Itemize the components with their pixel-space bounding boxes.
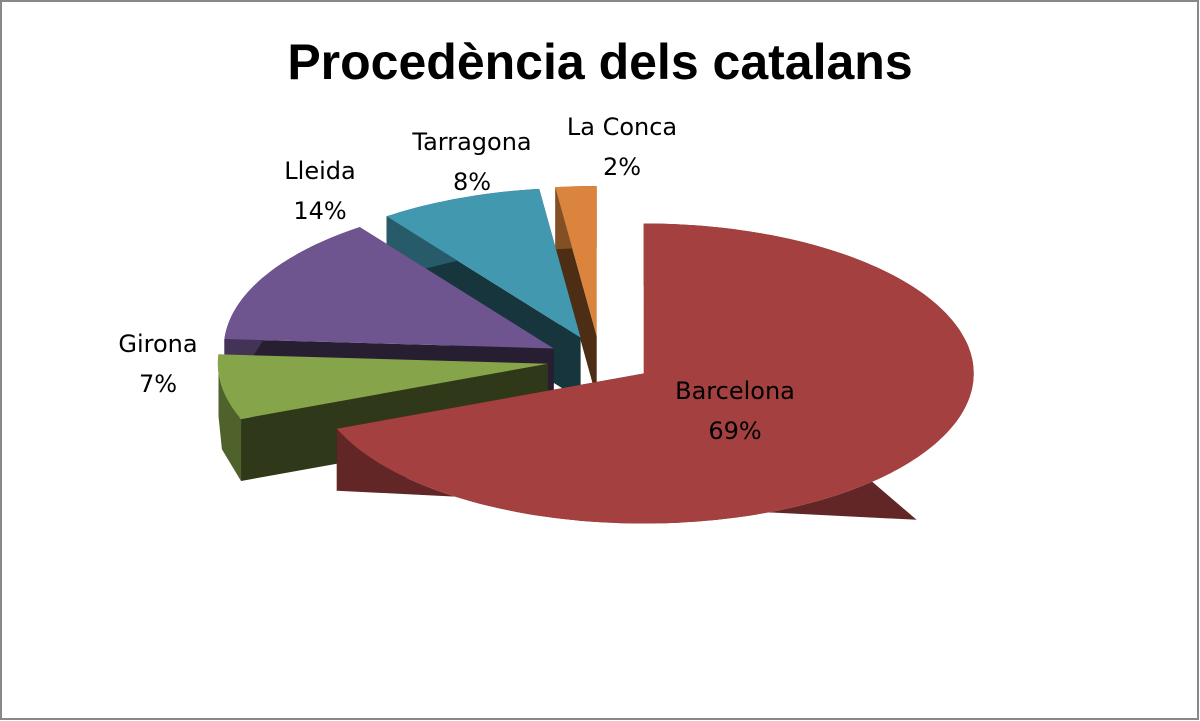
slice-label: Tarragona bbox=[411, 128, 531, 156]
slice-top bbox=[224, 227, 554, 349]
slice-value-label: 14% bbox=[293, 197, 346, 225]
slice-value-label: 8% bbox=[453, 168, 491, 196]
slice-top bbox=[555, 186, 597, 337]
slice-wall bbox=[217, 354, 241, 481]
slice-value-label: 2% bbox=[603, 153, 641, 181]
slice-top bbox=[217, 354, 548, 419]
slice-value-label: 69% bbox=[708, 417, 761, 445]
slice-label: Barcelona bbox=[675, 377, 795, 405]
slice-label: Girona bbox=[118, 330, 197, 358]
slice-top bbox=[386, 188, 581, 338]
slice-label: La Conca bbox=[567, 113, 677, 141]
chart-title: Procedència dels catalans bbox=[287, 34, 912, 90]
slice-value-label: 7% bbox=[139, 370, 177, 398]
slice bbox=[336, 223, 974, 524]
slice-label: Lleida bbox=[284, 157, 355, 185]
slice-top bbox=[336, 223, 974, 524]
slice bbox=[555, 186, 597, 399]
